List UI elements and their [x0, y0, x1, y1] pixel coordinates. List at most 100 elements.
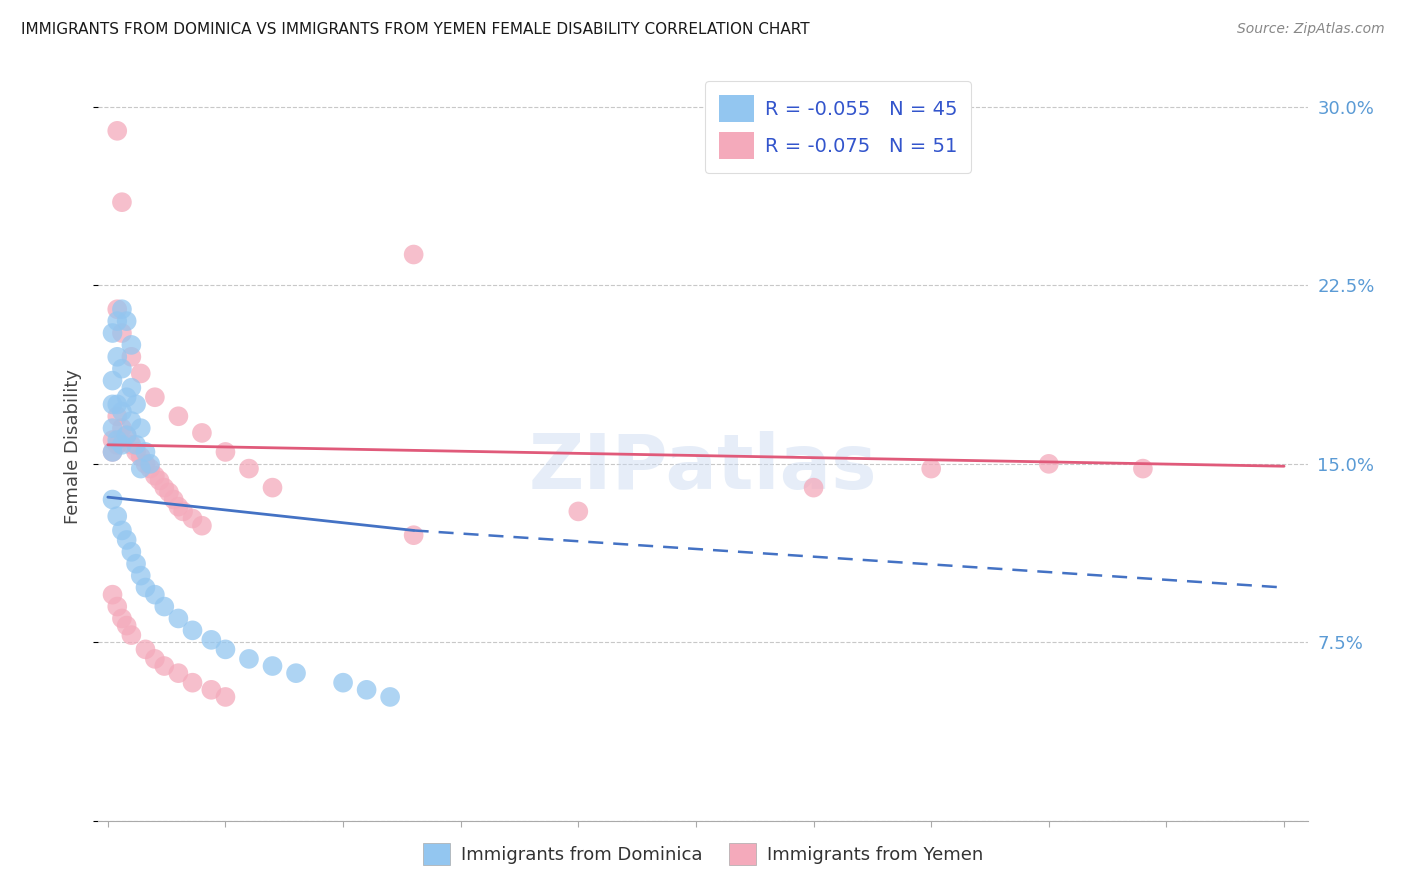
Point	[167, 666, 190, 681]
Point	[115, 314, 138, 328]
Point	[167, 611, 190, 625]
Point	[378, 690, 401, 704]
Point	[120, 338, 142, 352]
Point	[101, 374, 124, 388]
Y-axis label: Female Disability: Female Disability	[65, 368, 83, 524]
Point	[214, 642, 236, 657]
Point	[105, 438, 128, 452]
Point	[105, 350, 128, 364]
Point	[181, 511, 204, 525]
Point	[149, 474, 172, 488]
Point	[105, 302, 128, 317]
Point	[105, 433, 128, 447]
Point	[1132, 461, 1154, 475]
Point	[105, 397, 128, 411]
Legend: Immigrants from Dominica, Immigrants from Yemen: Immigrants from Dominica, Immigrants fro…	[413, 834, 993, 874]
Point	[134, 457, 156, 471]
Point	[238, 652, 260, 666]
Point	[105, 409, 128, 424]
Point	[181, 624, 204, 638]
Point	[129, 367, 152, 381]
Point	[101, 445, 124, 459]
Point	[101, 433, 124, 447]
Point	[153, 481, 176, 495]
Point	[172, 504, 194, 518]
Point	[115, 428, 138, 442]
Point	[567, 504, 589, 518]
Point	[129, 450, 152, 464]
Point	[125, 445, 148, 459]
Point	[111, 361, 134, 376]
Point	[125, 397, 148, 411]
Text: ZIPatlas: ZIPatlas	[529, 432, 877, 506]
Point	[111, 611, 134, 625]
Point	[143, 468, 166, 483]
Point	[111, 326, 134, 340]
Point	[129, 568, 152, 582]
Point	[115, 428, 138, 442]
Legend: R = -0.055   N = 45, R = -0.075   N = 51: R = -0.055 N = 45, R = -0.075 N = 51	[704, 81, 972, 173]
Point	[105, 314, 128, 328]
Point	[238, 461, 260, 475]
Point	[101, 445, 124, 459]
Point	[111, 524, 134, 538]
Point	[153, 659, 176, 673]
Point	[332, 675, 354, 690]
Point	[134, 445, 156, 459]
Point	[262, 481, 284, 495]
Point	[157, 485, 180, 500]
Point	[143, 652, 166, 666]
Text: Source: ZipAtlas.com: Source: ZipAtlas.com	[1237, 22, 1385, 37]
Point	[153, 599, 176, 614]
Point	[115, 390, 138, 404]
Point	[191, 518, 214, 533]
Point	[120, 628, 142, 642]
Point	[214, 445, 236, 459]
Point	[163, 492, 186, 507]
Point	[181, 675, 204, 690]
Point	[139, 461, 162, 475]
Point	[120, 414, 142, 428]
Point	[129, 461, 152, 475]
Point	[111, 404, 134, 418]
Point	[139, 457, 162, 471]
Point	[167, 409, 190, 424]
Point	[143, 390, 166, 404]
Point	[920, 461, 942, 475]
Point	[101, 588, 124, 602]
Point	[167, 500, 190, 514]
Point	[125, 438, 148, 452]
Point	[285, 666, 308, 681]
Point	[356, 682, 378, 697]
Point	[191, 425, 214, 440]
Point	[803, 481, 825, 495]
Point	[101, 492, 124, 507]
Point	[115, 533, 138, 547]
Point	[115, 618, 138, 632]
Point	[200, 632, 222, 647]
Text: IMMIGRANTS FROM DOMINICA VS IMMIGRANTS FROM YEMEN FEMALE DISABILITY CORRELATION : IMMIGRANTS FROM DOMINICA VS IMMIGRANTS F…	[21, 22, 810, 37]
Point	[1038, 457, 1060, 471]
Point	[101, 397, 124, 411]
Point	[214, 690, 236, 704]
Point	[105, 124, 128, 138]
Point	[101, 421, 124, 435]
Point	[134, 581, 156, 595]
Point	[125, 557, 148, 571]
Point	[134, 642, 156, 657]
Point	[120, 545, 142, 559]
Point	[262, 659, 284, 673]
Point	[105, 599, 128, 614]
Point	[120, 381, 142, 395]
Point	[143, 588, 166, 602]
Point	[402, 528, 425, 542]
Point	[111, 421, 134, 435]
Point	[111, 302, 134, 317]
Point	[129, 421, 152, 435]
Point	[111, 438, 134, 452]
Point	[120, 350, 142, 364]
Point	[101, 326, 124, 340]
Point	[402, 247, 425, 261]
Point	[105, 509, 128, 524]
Point	[111, 195, 134, 210]
